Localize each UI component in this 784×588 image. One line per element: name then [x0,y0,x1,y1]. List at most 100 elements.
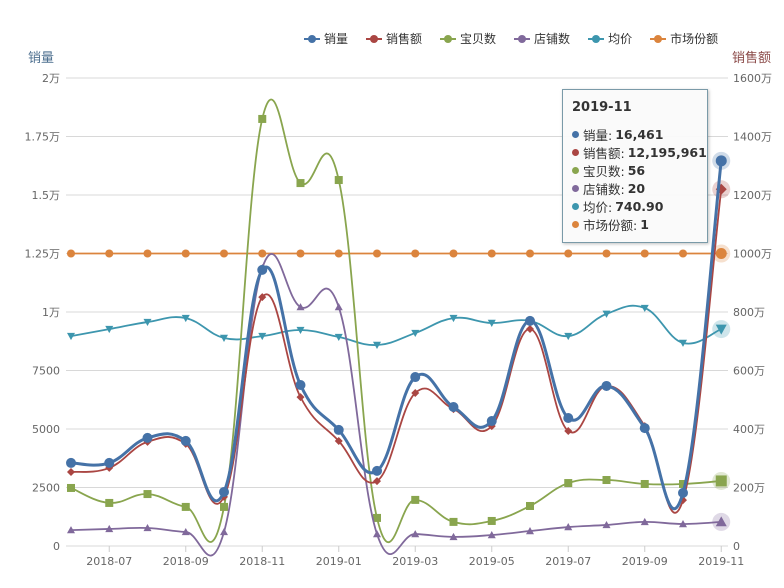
data-point[interactable] [449,314,458,323]
data-point[interactable] [219,486,229,497]
data-point[interactable] [640,249,649,258]
data-point[interactable] [296,393,305,402]
data-point[interactable] [373,513,381,522]
data-point[interactable] [411,249,420,258]
data-point[interactable] [715,248,727,259]
data-point[interactable] [526,501,534,510]
data-point[interactable] [640,304,649,313]
data-point[interactable] [564,523,573,531]
data-point[interactable] [373,530,381,538]
data-point[interactable] [640,517,649,526]
data-point[interactable] [372,465,382,476]
data-point[interactable] [181,502,190,511]
data-point[interactable] [296,249,305,258]
data-point[interactable] [296,303,305,311]
data-point[interactable] [487,531,496,539]
data-point[interactable] [487,249,496,258]
data-point[interactable] [373,249,381,258]
data-point[interactable] [143,318,152,327]
data-point[interactable] [564,427,573,436]
data-point[interactable] [526,249,534,258]
data-point[interactable] [257,264,268,275]
data-point[interactable] [526,324,534,333]
data-point[interactable] [334,176,343,185]
data-point[interactable] [715,155,727,167]
data-point[interactable] [449,517,458,526]
data-point[interactable] [411,329,420,338]
data-point[interactable] [564,249,573,258]
data-point[interactable] [487,319,496,327]
data-point[interactable] [333,424,344,435]
data-point[interactable] [602,476,611,485]
data-point[interactable] [679,479,687,488]
data-point[interactable] [640,479,649,488]
data-point[interactable] [220,249,228,258]
legend-item[interactable]: 销售额 [366,30,422,47]
data-point[interactable] [67,526,75,534]
data-point[interactable] [258,249,267,258]
data-point[interactable] [105,498,114,507]
data-point[interactable] [715,324,727,335]
data-point[interactable] [639,423,650,434]
data-point[interactable] [220,502,228,511]
data-point[interactable] [67,467,75,476]
data-point[interactable] [373,477,381,486]
data-point[interactable] [602,249,611,258]
data-point[interactable] [715,475,727,487]
legend-item[interactable]: 销量 [304,30,348,47]
data-point[interactable] [563,413,574,424]
data-point[interactable] [143,523,152,532]
legend-item[interactable]: 店铺数 [514,30,570,47]
data-point[interactable] [679,249,687,258]
data-point[interactable] [220,334,228,342]
data-point[interactable] [258,332,267,341]
legend-item[interactable]: 市场份额 [650,30,718,47]
data-point[interactable] [410,372,421,383]
data-point[interactable] [601,380,612,391]
data-point[interactable] [143,249,152,258]
data-point[interactable] [411,389,420,398]
data-point[interactable] [526,527,534,535]
data-point[interactable] [181,527,190,536]
data-point[interactable] [105,524,114,533]
data-point[interactable] [411,530,420,538]
data-point[interactable] [486,416,497,427]
data-point[interactable] [679,520,687,528]
data-point[interactable] [334,436,343,445]
data-point[interactable] [67,249,75,258]
data-point[interactable] [181,314,190,323]
data-point[interactable] [602,310,611,318]
data-point[interactable] [67,483,75,492]
data-point[interactable] [67,332,75,341]
data-point[interactable] [679,339,687,347]
data-point[interactable] [105,325,114,334]
data-point[interactable] [525,315,535,326]
data-point[interactable] [715,516,727,527]
data-point[interactable] [296,179,305,188]
data-point[interactable] [295,380,306,391]
data-point[interactable] [105,249,114,258]
data-point[interactable] [220,527,228,536]
data-point[interactable] [449,249,458,258]
data-point[interactable] [449,532,458,541]
data-point[interactable] [104,457,115,468]
data-point[interactable] [258,293,267,302]
data-point[interactable] [602,520,611,529]
data-point[interactable] [180,435,191,446]
data-point[interactable] [334,249,343,258]
data-point[interactable] [448,402,459,413]
data-point[interactable] [411,495,420,504]
data-point[interactable] [66,457,76,468]
data-point[interactable] [678,487,688,498]
data-point[interactable] [564,332,573,341]
data-point[interactable] [564,479,573,488]
data-point[interactable] [373,341,381,349]
data-point[interactable] [487,516,496,525]
legend-item[interactable]: 宝贝数 [440,30,496,47]
data-point[interactable] [143,490,152,499]
data-point[interactable] [334,333,343,342]
legend-item[interactable]: 均价 [588,30,632,47]
data-point[interactable] [296,326,305,335]
data-point[interactable] [258,114,267,123]
data-point[interactable] [334,303,343,311]
